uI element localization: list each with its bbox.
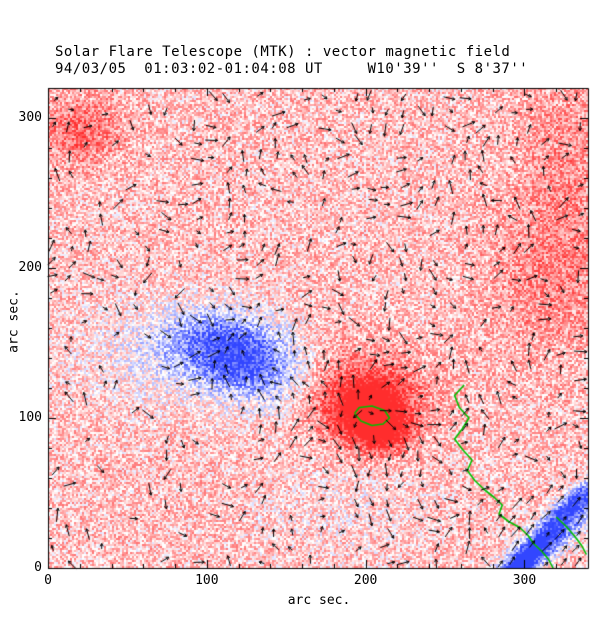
x-tick-label: 200 bbox=[353, 573, 378, 588]
x-tick-label: 100 bbox=[195, 573, 219, 588]
x-tick-label: 0 bbox=[44, 573, 52, 588]
plot-subtitle: 94/03/05 01:03:02-01:04:08 UT W10'39'' S… bbox=[55, 61, 529, 77]
x-axis-label: arc sec. bbox=[287, 593, 351, 608]
x-tick-label: 300 bbox=[512, 573, 537, 588]
plot-title: Solar Flare Telescope (MTK) : vector mag… bbox=[55, 44, 511, 60]
y-tick-label: 300 bbox=[18, 110, 42, 125]
y-tick-label: 0 bbox=[34, 560, 42, 575]
y-tick-label: 200 bbox=[18, 260, 42, 275]
y-tick-label: 100 bbox=[18, 410, 42, 425]
y-axis-label: arc sec. bbox=[6, 290, 22, 353]
